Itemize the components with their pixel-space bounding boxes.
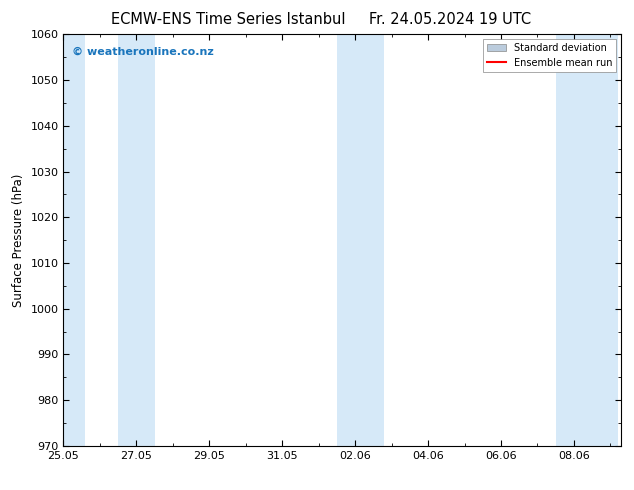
Bar — [337, 34, 384, 446]
Bar — [63, 34, 86, 446]
Y-axis label: Surface Pressure (hPa): Surface Pressure (hPa) — [12, 173, 25, 307]
Bar — [118, 34, 155, 446]
Text: Fr. 24.05.2024 19 UTC: Fr. 24.05.2024 19 UTC — [369, 12, 531, 27]
Text: © weatheronline.co.nz: © weatheronline.co.nz — [72, 47, 214, 57]
Legend: Standard deviation, Ensemble mean run: Standard deviation, Ensemble mean run — [483, 39, 616, 72]
Text: ECMW-ENS Time Series Istanbul: ECMW-ENS Time Series Istanbul — [111, 12, 346, 27]
Bar — [555, 34, 618, 446]
